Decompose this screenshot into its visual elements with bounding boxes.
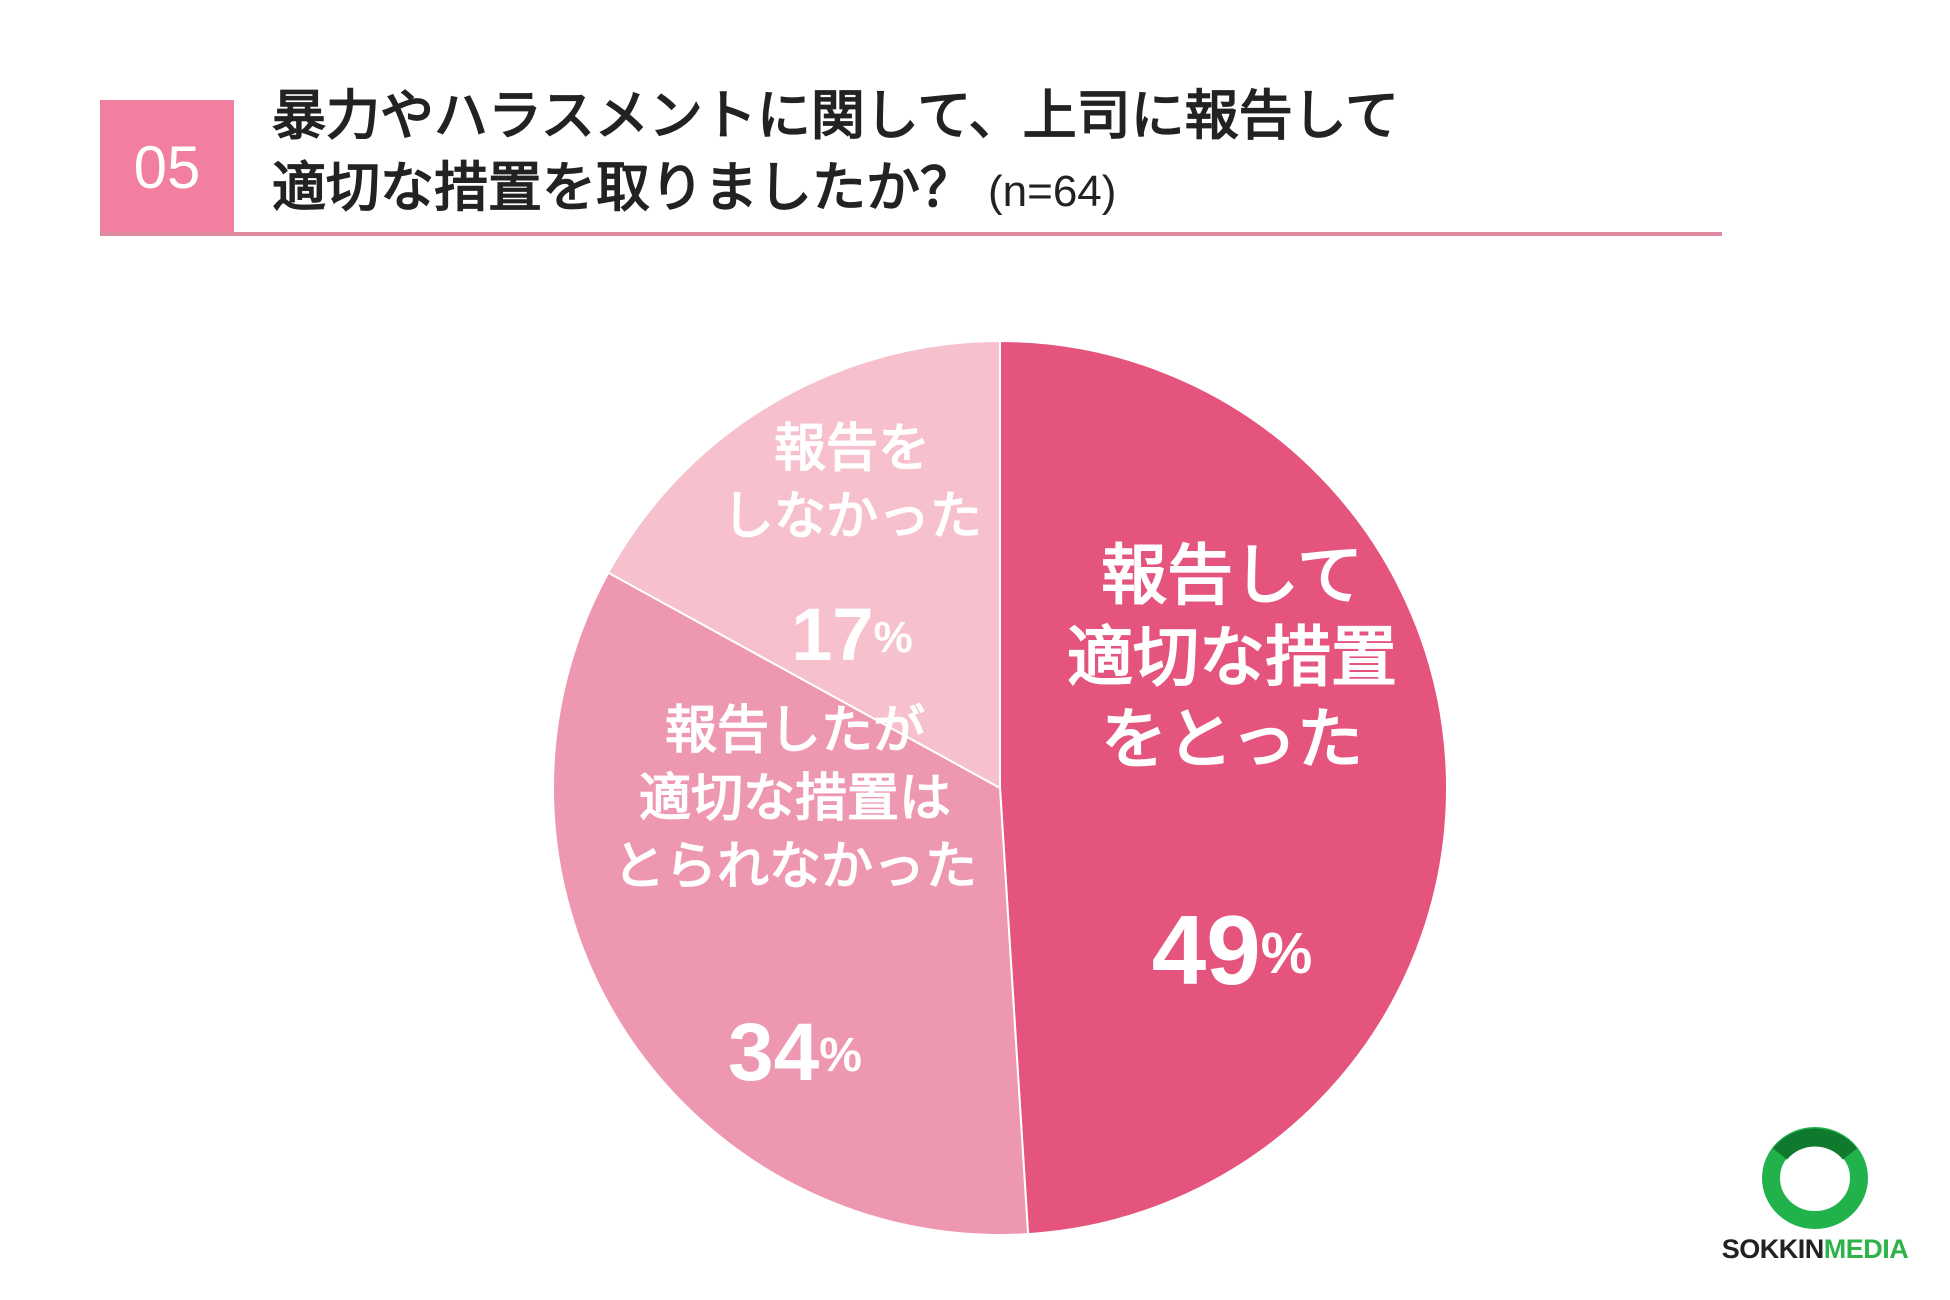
- logo-text: SOKKINMEDIA: [1700, 1234, 1930, 1265]
- slice-2-value: 34%: [728, 1007, 862, 1098]
- question-number-badge: 05: [100, 100, 234, 234]
- logo-text-green: MEDIA: [1823, 1234, 1909, 1264]
- logo-text-dark: SOKKIN: [1721, 1234, 1825, 1264]
- question-title: 暴力やハラスメントに関して、上司に報告して 適切な措置を取りましたか？ (n=64…: [272, 80, 1722, 228]
- sokkin-media-logo-icon: [1762, 1127, 1868, 1229]
- slice-3-label-line-1: 報告を: [774, 419, 930, 479]
- title-underline: [100, 232, 1722, 236]
- title-line-2: 適切な措置を取りましたか？ (n=64): [272, 152, 1722, 228]
- pie-slice-3: [606, 339, 1001, 790]
- title-line-2-text: 適切な措置を取りましたか？: [272, 156, 974, 219]
- slice-1-label-line-2: 適切な措置: [1067, 619, 1397, 696]
- slice-1-label-line-1: 報告して: [1101, 537, 1363, 614]
- slice-2-label-line-2: 適切な措置は: [639, 769, 951, 829]
- slice-3-label-line-2: しなかった: [722, 487, 982, 547]
- slice-1-label-line-3: をとった: [1101, 701, 1363, 778]
- slice-1-value: 49%: [1152, 895, 1313, 1005]
- pie-slice-1: [999, 339, 1449, 1236]
- slice-3-value: 17%: [791, 593, 912, 676]
- slice-2-label-line-3: とられなかった: [613, 837, 977, 897]
- sample-size: (n=64): [988, 167, 1117, 216]
- title-line-1: 暴力やハラスメントに関して、上司に報告して: [272, 84, 1399, 147]
- slice-2-label-line-1: 報告したが: [665, 701, 925, 761]
- question-number: 05: [133, 133, 201, 201]
